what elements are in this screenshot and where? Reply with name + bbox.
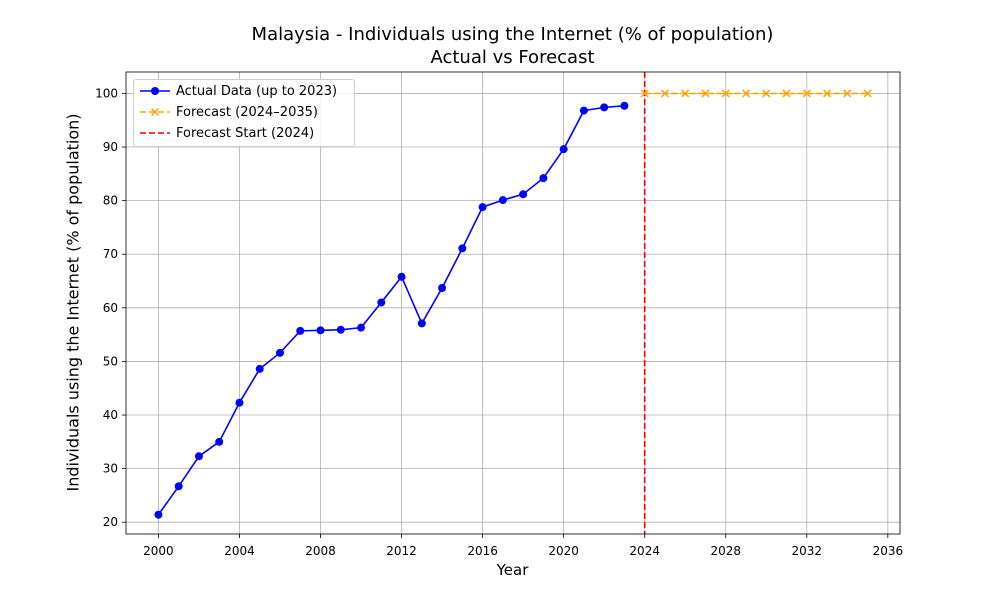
legend-label-forecast: Forecast (2024–2035): [176, 105, 318, 120]
legend-label-actual: Actual Data (up to 2023): [176, 84, 338, 99]
data-point-forecast-2034: [843, 89, 852, 98]
x-tick-label-2016: 2016: [467, 544, 498, 558]
legend-swatch-forecast-start: [140, 132, 170, 134]
data-point-actual-2009: [336, 325, 345, 334]
y-tick-label-20: 20: [103, 515, 118, 529]
data-point-actual-2011: [377, 298, 386, 307]
legend-item-actual: Actual Data (up to 2023): [134, 81, 354, 101]
data-point-forecast-2028: [721, 89, 730, 98]
data-point-forecast-2031: [782, 89, 791, 98]
data-point-actual-2018: [519, 190, 528, 199]
data-point-actual-2000: [154, 510, 163, 519]
data-point-actual-2012: [397, 272, 406, 281]
chart-title: Malaysia - Individuals using the Interne…: [251, 24, 774, 45]
data-point-actual-2002: [194, 452, 203, 461]
data-point-forecast-2026: [681, 89, 690, 98]
data-point-actual-2010: [357, 323, 366, 332]
y-tick-label-100: 100: [95, 86, 118, 100]
y-tick-label-80: 80: [103, 194, 118, 208]
data-point-actual-2007: [296, 326, 305, 335]
axes-frame: [125, 71, 901, 535]
data-point-actual-2008: [316, 326, 325, 335]
data-point-forecast-2033: [823, 89, 832, 98]
x-tick-label-2024: 2024: [629, 544, 660, 558]
data-point-actual-2005: [255, 364, 264, 373]
data-point-actual-2015: [458, 244, 467, 253]
data-point-actual-2016: [478, 203, 487, 212]
x-tick-label-2012: 2012: [386, 544, 417, 558]
y-tick-label-40: 40: [103, 408, 118, 422]
data-point-actual-2003: [215, 437, 224, 446]
legend-item-forecast: Forecast (2024–2035): [134, 102, 354, 122]
x-tick-label-2036: 2036: [873, 544, 904, 558]
data-point-actual-2014: [438, 283, 447, 292]
x-tick-label-2008: 2008: [305, 544, 336, 558]
x-tick-label-2020: 2020: [548, 544, 579, 558]
data-point-forecast-2027: [701, 89, 710, 98]
data-point-actual-2021: [579, 106, 588, 115]
data-point-actual-2004: [235, 398, 244, 407]
legend-swatch-actual: [140, 87, 170, 95]
data-point-actual-2023: [620, 101, 629, 110]
data-point-actual-2001: [174, 482, 183, 491]
y-tick-label-70: 70: [103, 247, 118, 261]
x-tick-label-2032: 2032: [792, 544, 823, 558]
y-tick-label-30: 30: [103, 462, 118, 476]
data-point-actual-2006: [275, 348, 284, 357]
data-point-forecast-2029: [741, 89, 751, 98]
data-point-actual-2020: [559, 145, 568, 154]
data-point-actual-2019: [539, 174, 548, 183]
data-point-forecast-2024: [640, 89, 649, 98]
y-axis-label: Individuals using the Internet (% of pop…: [63, 113, 83, 492]
legend-label-forecast-start: Forecast Start (2024): [176, 126, 315, 141]
x-tick-label-2000: 2000: [143, 544, 174, 558]
chart-subtitle: Actual vs Forecast: [430, 47, 595, 68]
data-point-actual-2022: [600, 103, 609, 112]
x-tick-label-2028: 2028: [710, 544, 741, 558]
legend-item-forecast-start: Forecast Start (2024): [134, 123, 354, 143]
legend: Actual Data (up to 2023) Forecast (2024–…: [133, 79, 355, 147]
series-line-actual: [157, 104, 625, 516]
data-point-actual-2017: [498, 196, 507, 205]
y-tick-label-90: 90: [103, 140, 118, 154]
data-point-forecast-2030: [762, 89, 771, 98]
data-point-actual-2013: [417, 319, 426, 328]
x-axis-label: Year: [496, 561, 529, 579]
legend-swatch-forecast: [140, 107, 170, 117]
data-point-forecast-2032: [802, 89, 811, 98]
data-point-forecast-2035: [863, 89, 872, 98]
data-point-forecast-2025: [660, 89, 669, 98]
y-tick-label-50: 50: [103, 354, 118, 368]
x-tick-label-2004: 2004: [224, 544, 255, 558]
y-tick-label-60: 60: [103, 301, 118, 315]
